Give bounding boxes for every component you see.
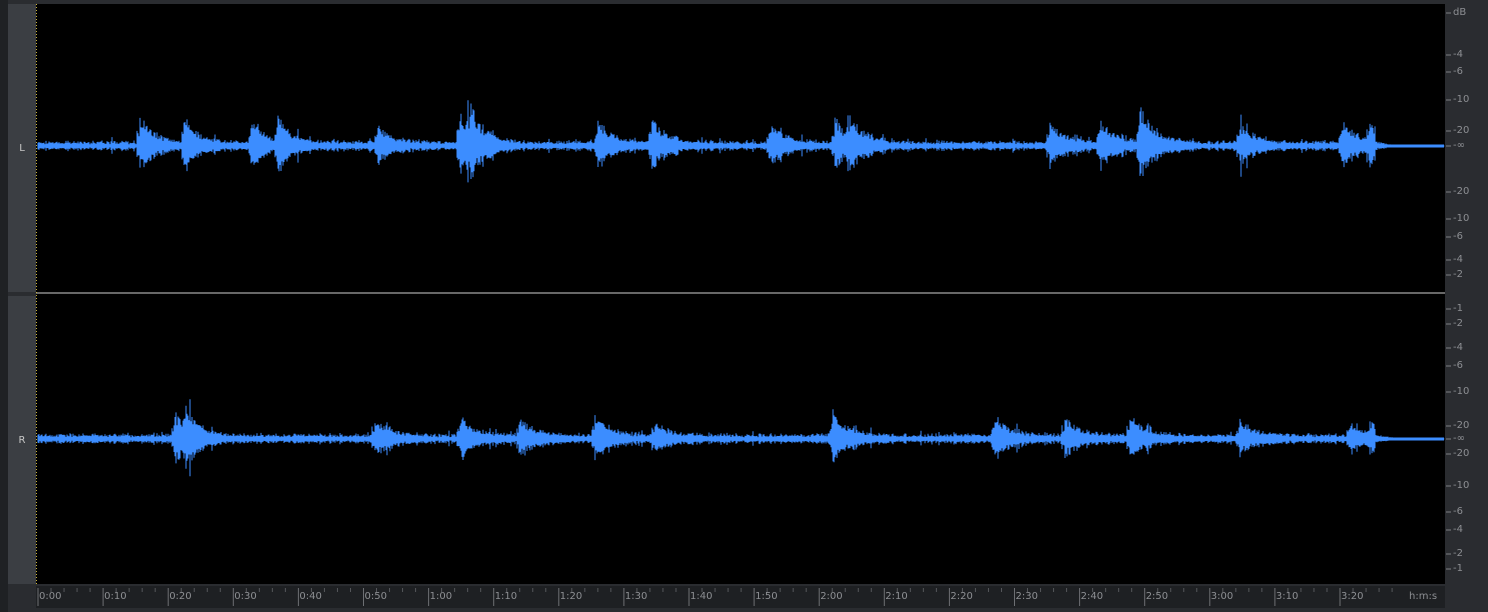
db-scale-label: -4 [1453,49,1463,60]
db-scale-label: -10 [1453,480,1470,491]
time-tick-label: 3:20 [1341,591,1364,602]
time-tick-label: 1:20 [559,591,583,602]
time-tick-label: 1:50 [755,591,778,602]
time-tick-label: 1:40 [690,591,713,602]
db-scale-label: -20 [1453,448,1470,459]
left-gutter [0,0,8,612]
db-scale-label: -4 [1453,342,1463,353]
db-tick-marks [1446,12,1451,570]
time-tick-label: 1:00 [429,591,453,602]
waveform-background [36,4,1445,584]
time-tick-label: 0:00 [39,591,62,602]
time-tick-marks [37,588,1393,606]
db-scale-label: -2 [1453,318,1463,329]
db-scale-label: -∞ [1453,140,1465,151]
time-unit-label: h:m:s [1409,591,1438,602]
db-scale-label: -4 [1453,254,1463,265]
time-tick-label: 1:30 [624,591,648,602]
time-tick-label: 1:10 [494,591,518,602]
db-scale-label: -2 [1453,548,1463,559]
db-scale-label: -6 [1453,231,1463,242]
db-scale-label: -4 [1453,524,1463,535]
time-tick-label: 2:40 [1080,591,1104,602]
time-tick-label: 3:10 [1275,591,1299,602]
channel-strip-left[interactable]: L [8,4,36,292]
db-scale-label: -10 [1453,386,1470,397]
channel-label-left: L [19,142,25,154]
time-tick-label: 0:30 [234,591,257,602]
time-tick-label: 0:40 [299,591,322,602]
db-ruler [1445,4,1485,584]
time-tick-label: 2:10 [885,591,908,602]
time-tick-label: 0:10 [104,591,127,602]
db-scale-label: -20 [1453,420,1470,431]
db-scale-label: -6 [1453,506,1463,517]
time-tick-label: 2:30 [1015,591,1038,602]
db-scale-label: -20 [1453,125,1470,136]
db-scale-label: -∞ [1453,433,1465,444]
db-scale-label: -2 [1453,269,1463,280]
db-scale-label: -6 [1453,360,1463,371]
time-tick-label: 2:00 [820,591,843,602]
time-tick-label: 0:20 [169,591,192,602]
db-scale-label: dB [1453,7,1467,18]
db-scale-label: -6 [1453,66,1463,77]
waveform-left-channel [37,100,1445,183]
time-tick-label: 2:50 [1145,591,1169,602]
db-scale-label: -10 [1453,94,1470,105]
waveform-right-channel [37,399,1445,477]
db-scale-label: -1 [1453,303,1463,314]
time-tick-label: 2:20 [950,591,973,602]
channel-label-right: R [18,434,26,446]
time-tick-label: 0:50 [364,591,387,602]
db-scale-label: -10 [1453,213,1470,224]
db-scale-label: -20 [1453,186,1470,197]
channel-strip-right[interactable]: R [8,296,36,584]
db-scale-label: -1 [1453,563,1463,574]
time-tick-label: 3:00 [1210,591,1234,602]
